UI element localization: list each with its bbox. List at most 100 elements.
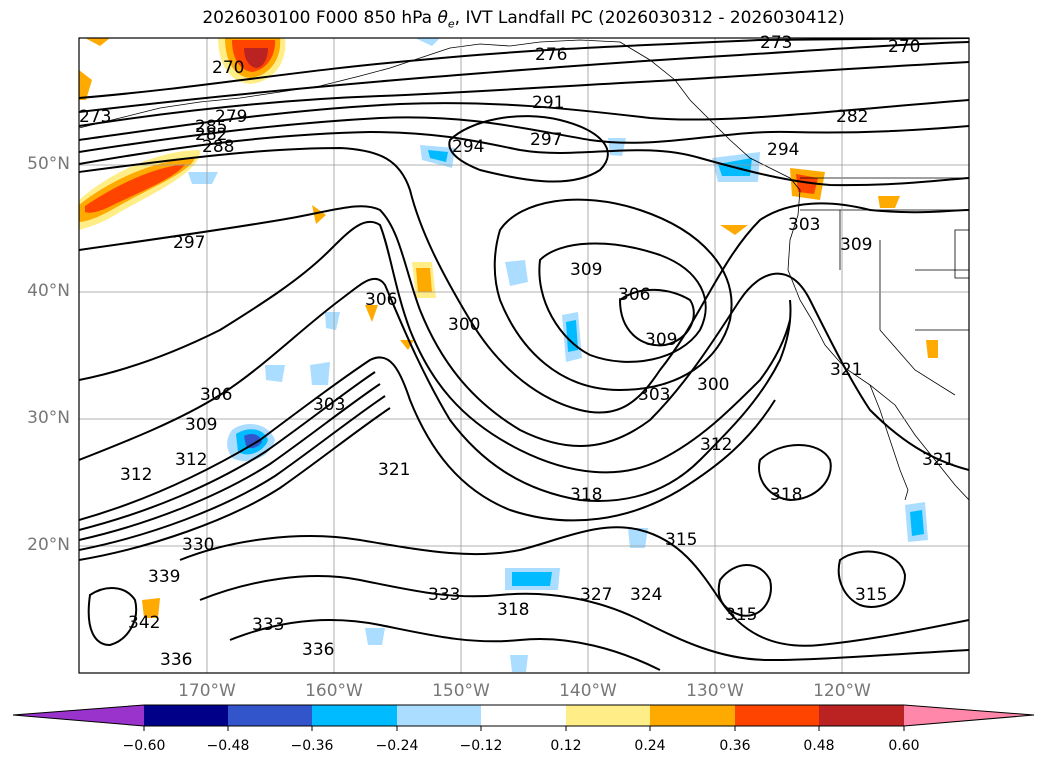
lat-label: 20°N (27, 535, 70, 555)
contour-label: 288 (202, 137, 234, 157)
anomaly-patch (365, 305, 378, 322)
contour-label: 309 (645, 330, 677, 350)
colorbar-tick-label: 0.48 (803, 738, 835, 754)
anomaly-patch (628, 528, 648, 548)
contour-label: 336 (160, 650, 192, 670)
contour-label: 303 (313, 395, 345, 415)
anomaly-patch (244, 434, 262, 449)
colorbar-segment (228, 705, 312, 726)
contour-line (758, 444, 832, 502)
anomaly-patch (79, 70, 92, 100)
contour-line (79, 130, 969, 187)
contour-line (79, 38, 969, 99)
contour-label: 318 (770, 485, 802, 505)
contour-label: 321 (830, 360, 862, 380)
contour-line (79, 41, 969, 113)
contour-label: 276 (535, 45, 567, 65)
colorbar-segment (397, 705, 481, 726)
anomaly-patch (85, 38, 110, 46)
colorbar-segment (735, 705, 819, 726)
contour-line (837, 550, 907, 608)
contour-line (79, 116, 969, 153)
contour-label: 318 (570, 485, 602, 505)
title-symbol: θ (437, 8, 448, 28)
anomaly-patch (512, 572, 552, 586)
contour-label: 303 (788, 215, 820, 235)
anomaly-patch (926, 340, 938, 358)
anomaly-patch (796, 174, 818, 194)
contour-label: 285 (195, 117, 227, 137)
map-area (79, 38, 969, 673)
colorbar-segment (481, 705, 566, 726)
contour-label: 342 (128, 613, 160, 633)
anomaly-patch (325, 312, 340, 330)
lon-label: 160°W (305, 681, 363, 701)
contour-line (87, 587, 138, 647)
colorbar-tick-label: 0.60 (888, 738, 920, 754)
contour-line (79, 356, 776, 522)
colorbar-tick-label: −0.24 (375, 738, 419, 754)
anomaly-patch (142, 598, 160, 618)
contour-line (79, 205, 969, 471)
contour-line (79, 61, 969, 127)
lon-label: 170°W (178, 681, 236, 701)
contour-label: 303 (638, 385, 670, 405)
lat-label: 50°N (27, 154, 70, 174)
anomaly-patch (188, 172, 218, 184)
contour-line (79, 146, 969, 414)
contour-line (79, 220, 791, 474)
shaded-anomalies (79, 38, 938, 672)
lon-label: 140°W (559, 681, 617, 701)
contour-line (493, 198, 733, 392)
contour-label: 333 (252, 615, 284, 635)
contour-label: 273 (760, 33, 792, 53)
colorbar-segment (312, 705, 397, 726)
title-rest: , IVT Landfall PC (2026030312 - 20260304… (454, 8, 845, 28)
contour-label: 321 (378, 460, 410, 480)
contour-label: 306 (618, 285, 650, 305)
contour-line (79, 383, 381, 541)
lon-label: 150°W (432, 681, 490, 701)
anomaly-patch (265, 365, 285, 382)
colorbar-segment (144, 705, 228, 726)
lat-label: 40°N (27, 281, 70, 301)
contour-label: 309 (840, 235, 872, 255)
coastline-west-coast (619, 41, 969, 501)
contour-label: 312 (175, 450, 207, 470)
anomaly-patch (85, 164, 185, 213)
colorbar-tick-label: −0.12 (459, 738, 503, 754)
contour-label: 339 (148, 567, 180, 587)
contour-label: 306 (200, 385, 232, 405)
contour-label: 282 (836, 107, 868, 127)
anomaly-patch (878, 196, 900, 208)
colorbar-min-arrow (13, 705, 144, 726)
contour-label: 321 (922, 450, 954, 470)
contour-label: 300 (697, 375, 729, 395)
contour-label: 327 (580, 585, 612, 605)
contour-label: 315 (725, 605, 757, 625)
colorbar-segment (650, 705, 735, 726)
anomaly-patch (312, 205, 326, 224)
title-text: 2026030100 F000 850 hPa (202, 8, 438, 28)
lat-label: 30°N (27, 408, 70, 428)
plot-background (79, 38, 969, 673)
contour-line (79, 99, 969, 141)
map-frame (78, 37, 970, 674)
contour-label: 324 (630, 585, 662, 605)
anomaly-patch (416, 268, 432, 292)
coastline-alaska (79, 39, 621, 129)
contour-label: 312 (120, 465, 152, 485)
contour-line (229, 619, 661, 671)
theta-e-contours (79, 38, 969, 671)
contour-line (199, 575, 969, 662)
contour-label: 300 (448, 315, 480, 335)
anomaly-patch (310, 362, 330, 385)
contour-label: 315 (665, 530, 697, 550)
anomaly-patch (415, 38, 440, 46)
contour-label: 297 (173, 233, 205, 253)
state-borders (800, 177, 969, 396)
contour-line (448, 115, 609, 183)
colorbar-tick-label: −0.60 (122, 738, 166, 754)
colorbar-tick-label: 0.36 (719, 738, 751, 754)
